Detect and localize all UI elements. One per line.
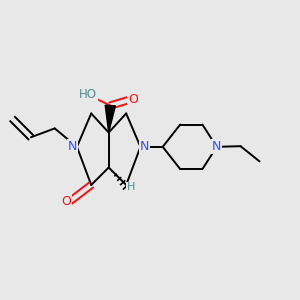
Text: H: H bbox=[127, 182, 135, 193]
Text: N: N bbox=[68, 140, 77, 153]
Text: HO: HO bbox=[79, 88, 97, 101]
Text: O: O bbox=[61, 195, 71, 208]
Text: N: N bbox=[140, 140, 149, 153]
Text: N: N bbox=[212, 140, 221, 153]
Polygon shape bbox=[105, 105, 116, 133]
Text: O: O bbox=[128, 93, 138, 106]
